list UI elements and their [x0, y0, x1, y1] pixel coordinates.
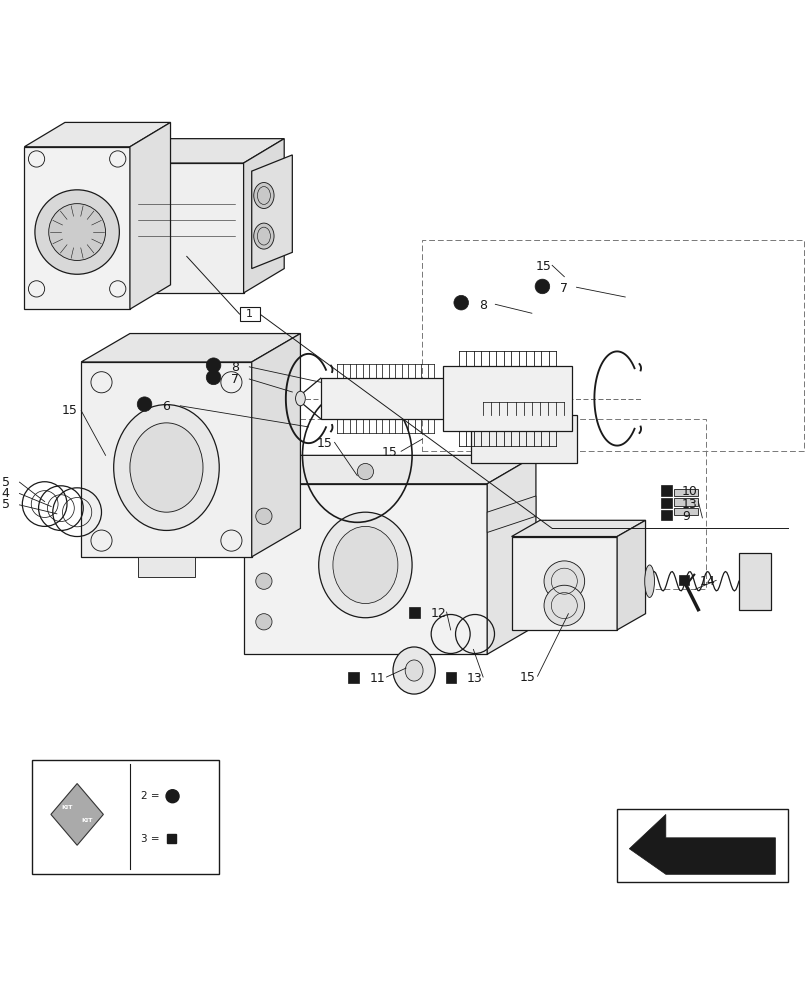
Bar [660, 498, 671, 508]
Text: KIT: KIT [62, 805, 73, 810]
Text: 5: 5 [2, 498, 10, 511]
Polygon shape [251, 155, 292, 269]
Circle shape [166, 790, 179, 803]
Text: 2 =: 2 = [140, 791, 159, 801]
Text: 14: 14 [699, 575, 714, 588]
Ellipse shape [405, 660, 423, 681]
Text: 6: 6 [162, 400, 170, 413]
Polygon shape [320, 378, 458, 419]
Bar [673, 498, 697, 506]
Text: 15: 15 [62, 404, 78, 417]
Ellipse shape [318, 512, 411, 618]
Circle shape [534, 279, 549, 294]
Bar [167, 834, 176, 843]
Circle shape [206, 358, 221, 373]
Circle shape [35, 190, 119, 274]
Polygon shape [243, 139, 284, 293]
Bar [660, 510, 671, 520]
Polygon shape [470, 415, 576, 463]
Polygon shape [130, 139, 284, 163]
Circle shape [49, 204, 105, 260]
Bar [348, 672, 358, 683]
Text: 15: 15 [535, 260, 551, 273]
Text: 3 =: 3 = [140, 834, 159, 844]
Bar [243, 419, 706, 589]
Polygon shape [442, 366, 572, 431]
Ellipse shape [644, 565, 654, 597]
Polygon shape [130, 163, 243, 293]
Text: 10: 10 [681, 485, 697, 498]
Polygon shape [24, 147, 130, 309]
Polygon shape [81, 362, 251, 557]
Polygon shape [629, 814, 775, 874]
Ellipse shape [295, 391, 305, 406]
Text: 12: 12 [430, 607, 445, 620]
Ellipse shape [333, 526, 397, 604]
Text: 13: 13 [466, 672, 482, 685]
Text: 1: 1 [246, 309, 253, 319]
Polygon shape [487, 455, 535, 654]
Polygon shape [511, 520, 645, 537]
Bar [239, 307, 260, 321]
Text: 5: 5 [2, 476, 10, 489]
Bar [32, 760, 219, 874]
Ellipse shape [253, 183, 273, 208]
Text: 7: 7 [560, 282, 568, 295]
Polygon shape [487, 496, 535, 532]
Bar [660, 485, 671, 496]
Text: KIT: KIT [81, 818, 92, 823]
Ellipse shape [253, 223, 273, 249]
Bar [422, 240, 803, 451]
Circle shape [255, 614, 272, 630]
Bar [445, 672, 456, 683]
Polygon shape [51, 784, 103, 845]
Text: 13: 13 [681, 498, 697, 511]
Polygon shape [251, 334, 300, 557]
Text: 8: 8 [231, 361, 239, 374]
Text: 15: 15 [316, 437, 333, 450]
Text: 7: 7 [231, 373, 239, 386]
Bar [673, 508, 697, 515]
Bar [409, 607, 419, 618]
Circle shape [255, 508, 272, 524]
Ellipse shape [130, 423, 203, 512]
Ellipse shape [393, 647, 435, 694]
Circle shape [206, 370, 221, 385]
Text: 9: 9 [681, 510, 689, 523]
Bar [678, 575, 689, 585]
Polygon shape [243, 484, 487, 654]
Text: 15: 15 [519, 671, 535, 684]
Circle shape [543, 561, 584, 601]
Circle shape [255, 573, 272, 589]
Polygon shape [130, 122, 170, 309]
Circle shape [137, 397, 152, 411]
Text: 4: 4 [2, 487, 10, 500]
Polygon shape [616, 520, 645, 630]
Ellipse shape [114, 405, 219, 530]
Text: 11: 11 [369, 672, 384, 685]
Bar [616, 809, 787, 882]
Circle shape [357, 463, 373, 480]
Polygon shape [511, 537, 616, 630]
Polygon shape [24, 122, 170, 147]
Text: 15: 15 [381, 446, 397, 459]
Bar [673, 489, 697, 496]
Polygon shape [138, 557, 195, 577]
Polygon shape [81, 334, 300, 362]
Circle shape [543, 585, 584, 626]
Polygon shape [243, 455, 535, 484]
Polygon shape [738, 553, 770, 610]
Circle shape [453, 295, 468, 310]
Text: 8: 8 [478, 299, 487, 312]
